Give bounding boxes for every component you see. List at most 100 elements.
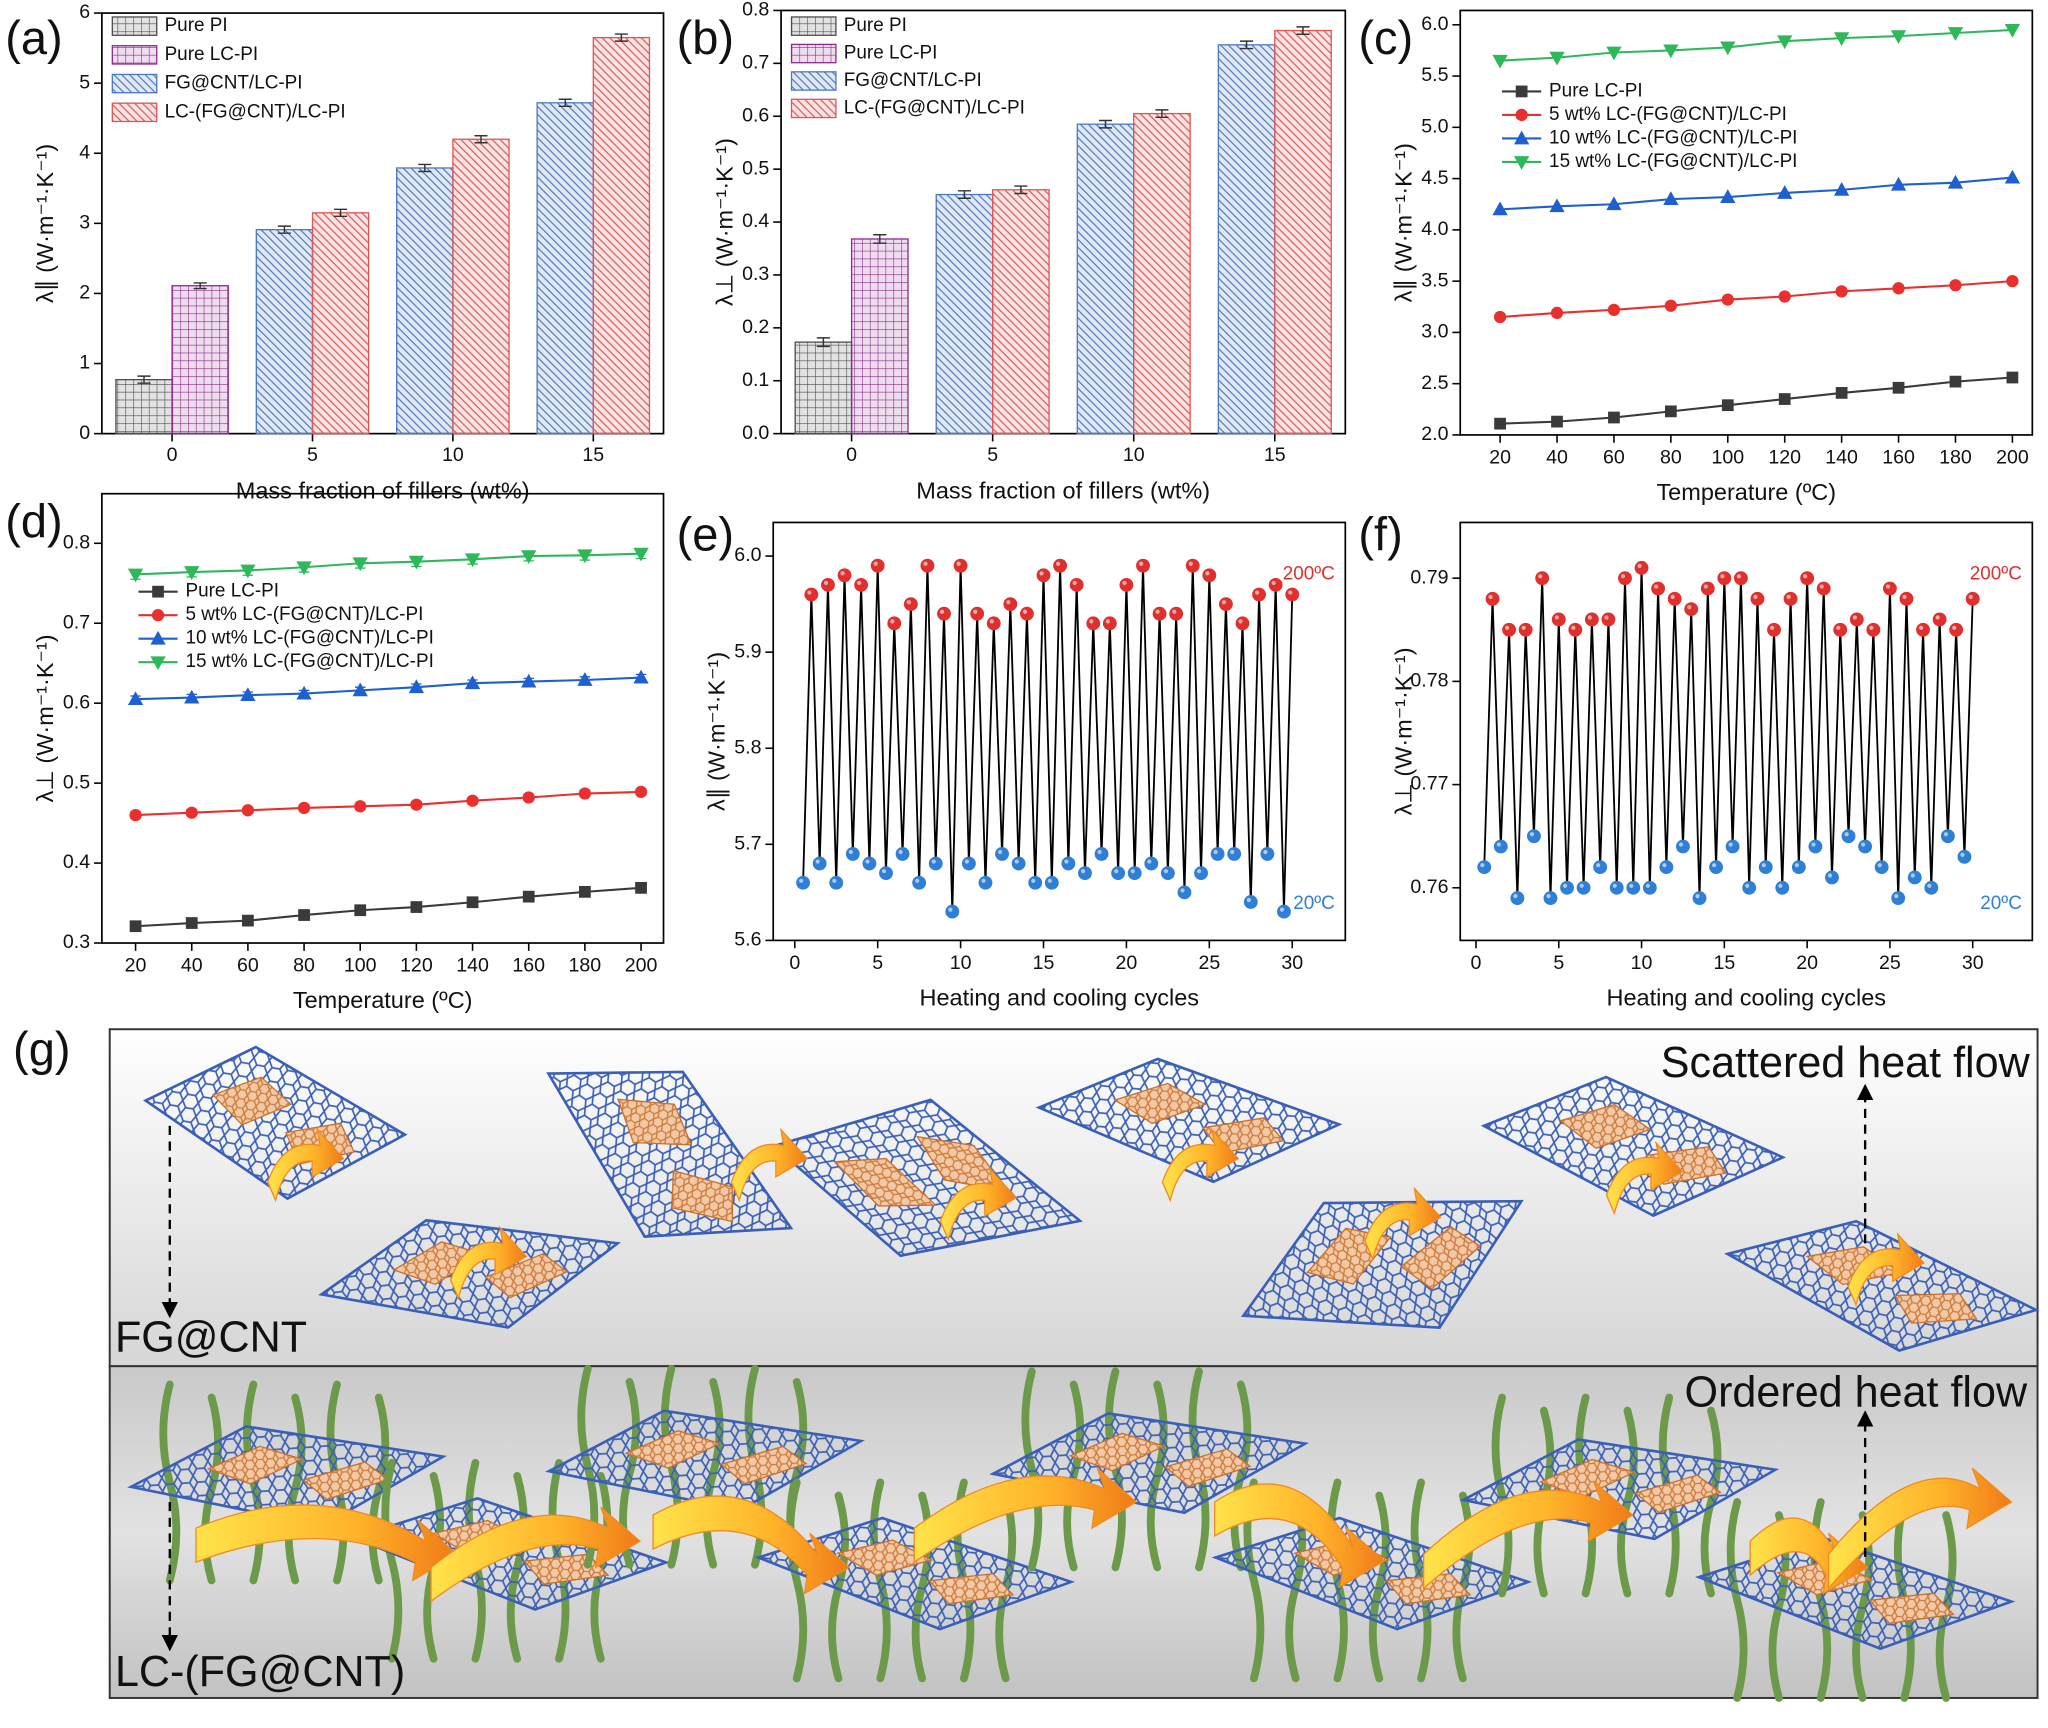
y-tick-label: 2.5 [1421,372,1448,394]
legend-marker [150,656,166,671]
marker-highlight [799,878,804,883]
marker-highlight [1155,609,1160,614]
x-tick-label: 140 [456,955,489,977]
cnt-patch [671,1169,734,1223]
marker-highlight [1147,859,1152,864]
marker-highlight [998,849,1003,855]
cnt-patch [1559,1103,1652,1149]
marker [945,904,960,919]
chart: (c) 2.0 2.5 3.0 3.5 4.0 4.5 5.0 5.5 6.0 Temperatur… [1358,9,2034,505]
marker [633,669,649,684]
marker-highlight [1852,615,1857,620]
marker [1549,51,1565,66]
marker [1086,616,1101,631]
marker [298,909,310,921]
marker [1011,856,1026,871]
marker-highlight [1246,897,1251,903]
marker-highlight [1927,883,1932,888]
marker-highlight [1629,883,1634,888]
marker [1916,622,1930,637]
marker [1949,279,1962,292]
marker-highlight [1056,561,1061,566]
marker [879,866,893,881]
legend-swatch [111,73,158,94]
x-tick-label: 0 [167,444,178,466]
marker-highlight [1620,574,1626,579]
x-tick-label: 0 [846,444,857,466]
marker-highlight [1496,842,1501,847]
legend-label: 15 wt% LC-(FG@CNT)/LC-PI [185,651,433,672]
marker [2004,169,2021,184]
lc-strand [786,1478,808,1683]
marker [127,568,144,583]
bar [536,102,594,435]
marker [862,856,877,871]
marker-highlight [1612,883,1617,888]
marker-highlight [1089,619,1094,624]
marker-highlight [1230,849,1235,855]
illustration-caption: FG@CNT [115,1313,307,1361]
cnt-patch [206,1445,304,1485]
y-tick-label: 5 [79,71,90,93]
y-tick-label: 0.3 [63,931,90,953]
marker [1676,839,1690,854]
error-bar [474,135,488,144]
marker-highlight [1488,594,1493,599]
marker [1890,176,1907,191]
marker [870,558,885,573]
marker [1510,891,1525,906]
y-tick-label: 0.77 [1410,773,1448,795]
panel-label: (f) [1358,508,1402,561]
heat-flow-arrow [1423,1480,1634,1590]
marker [2004,24,2021,38]
series-line [1483,567,1974,899]
x-tick-label: 200 [1996,447,2029,469]
y-tick-label: 3.5 [1421,269,1448,291]
marker [1607,303,1621,316]
marker [1965,591,1980,606]
graphene-sheet [754,1516,1075,1631]
marker [464,553,481,568]
filler-sheet [545,1409,865,1512]
marker [1721,399,1734,412]
x-tick-label: 10 [1631,952,1653,974]
legend-label: 5 wt% LC-(FG@CNT)/LC-PI [185,604,423,625]
x-tick-label: 40 [181,955,203,977]
error-bar [137,375,151,384]
marker [633,547,649,562]
x-tick-label: 5 [307,444,318,466]
marker [1907,870,1922,885]
illustration [127,1045,2040,1702]
marker [1892,381,1905,394]
x-tick-label: 5 [987,444,998,466]
cnt-patch [1113,1082,1207,1125]
illustration-caption: LC-(FG@CNT) [115,1648,405,1696]
marker [1899,591,1914,606]
marker-highlight [832,878,837,883]
legend-swatch [790,98,837,119]
marker-highlight [1695,894,1700,899]
bar [1274,29,1332,435]
marker [129,920,142,933]
legend-label: Pure LC-PI [165,44,259,65]
filler-sheet [1035,1057,1343,1184]
chart: (f) 0.76 0.77 0.78 0.79 Heating and cooling c… [1358,508,2034,1010]
marker [410,901,423,913]
marker [1890,30,1907,44]
legend-label: LC-(FG@CNT)/LC-PI [165,101,346,122]
marker [1020,606,1034,621]
marker [953,558,968,573]
plot-frame [772,521,1347,942]
marker-highlight [1761,863,1766,868]
marker [1003,597,1018,612]
marker [821,577,835,592]
marker [1642,880,1657,895]
legend-marker [1513,156,1530,170]
y-axis-label: λ∥ (W·m⁻¹·K⁻¹) [704,652,731,811]
y-axis-label: λ⊥ (W·m⁻¹·K⁻¹) [1391,647,1417,815]
legend-label: Pure LC-PI [185,581,279,602]
marker-highlight [865,859,870,864]
legend-label: 10 wt% LC-(FG@CNT)/LC-PI [185,628,433,649]
marker [1816,581,1831,596]
marker-highlight [1039,571,1044,576]
